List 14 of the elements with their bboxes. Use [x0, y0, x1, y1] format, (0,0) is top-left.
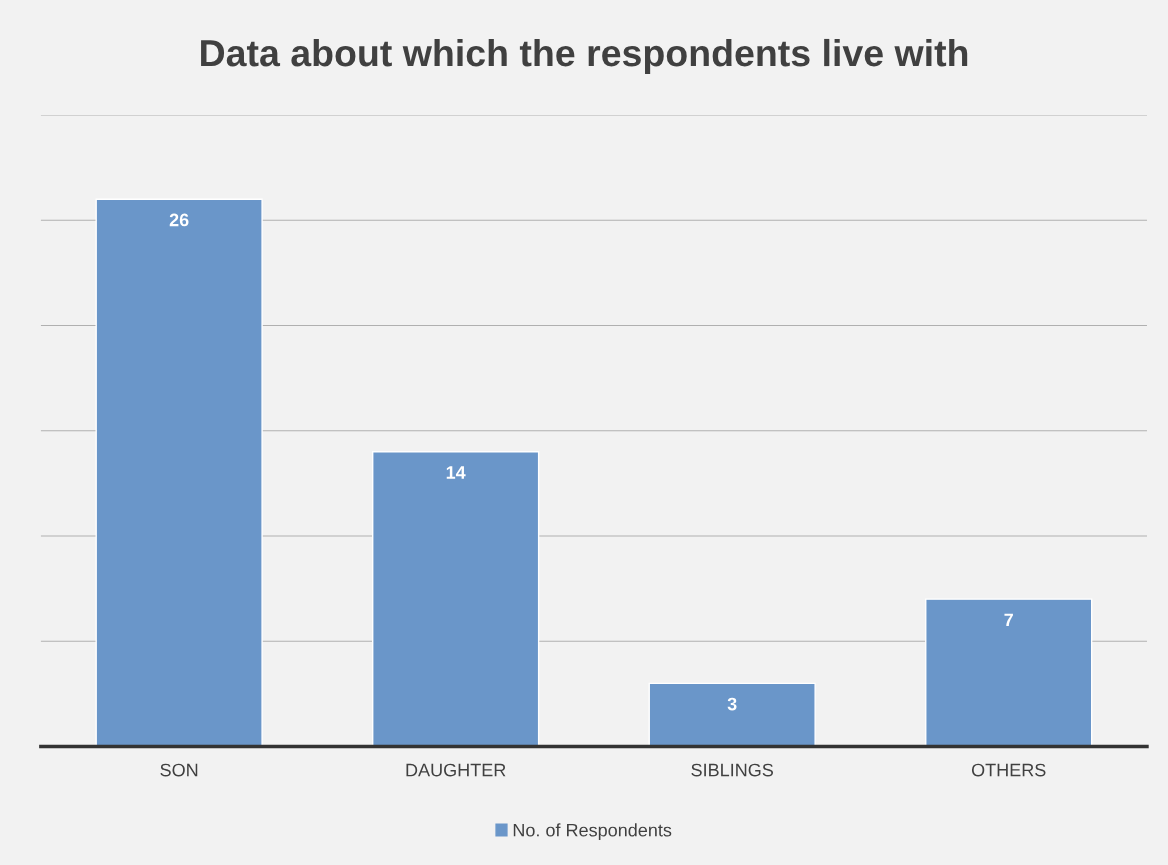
data-label: 26	[169, 213, 189, 227]
legend-label: No. of Respondents	[513, 823, 672, 841]
x-tick-label: SON	[160, 763, 198, 777]
bar	[95, 198, 263, 747]
x-tick-label: OTHERS	[971, 763, 1046, 777]
bar	[648, 682, 816, 747]
bar	[925, 598, 1093, 747]
data-label: 3	[727, 697, 737, 711]
bar	[372, 451, 540, 747]
x-tick-label: SIBLINGS	[691, 763, 773, 777]
x-tick-label: DAUGHTER	[406, 763, 506, 777]
data-label: 7	[1004, 613, 1013, 627]
data-label: 14	[446, 466, 466, 479]
chart-title: Data about which the respondents live with	[201, 38, 968, 74]
